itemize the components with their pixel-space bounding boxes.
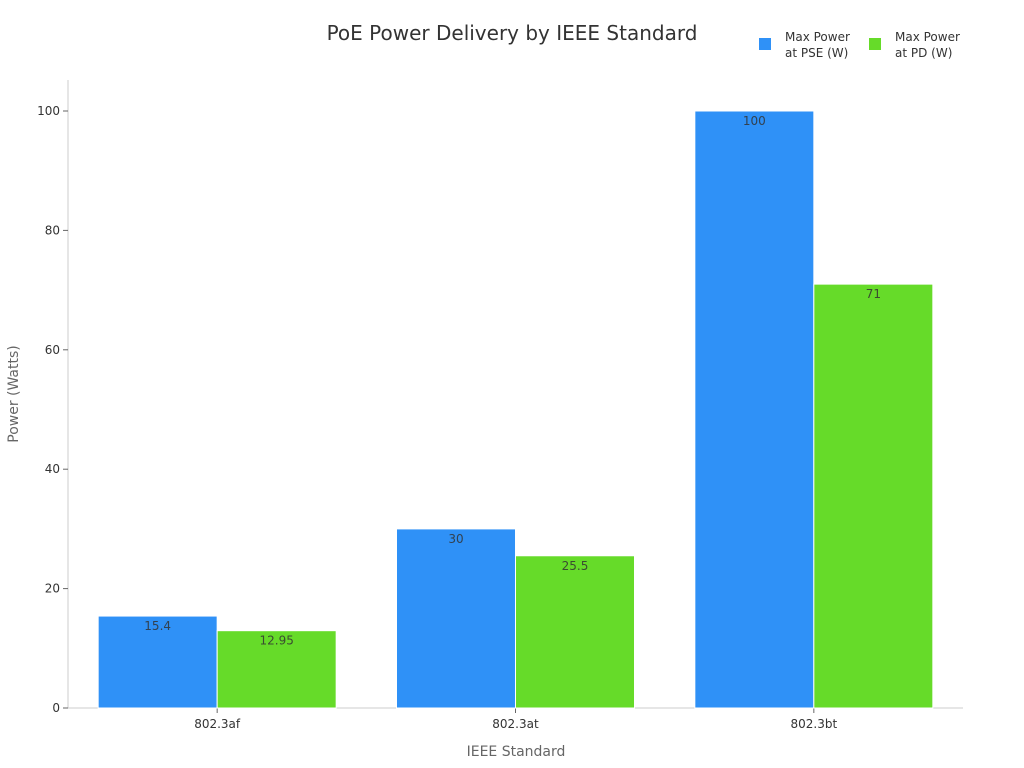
bar-value-label: 25.5 <box>562 559 589 573</box>
bar-value-label: 12.95 <box>259 634 293 648</box>
bar <box>694 110 815 709</box>
bar-value-label: 15.4 <box>144 619 171 633</box>
x-tick-label: 802.3af <box>194 717 241 731</box>
bar-value-label: 71 <box>866 287 881 301</box>
x-tick-label: 802.3at <box>492 717 539 731</box>
bar-value-label: 30 <box>448 532 463 546</box>
legend-swatch <box>869 38 881 50</box>
legend-label: Max Power <box>785 30 850 44</box>
y-tick-label: 0 <box>52 701 60 715</box>
y-tick-label: 60 <box>45 343 60 357</box>
x-tick-label: 802.3bt <box>790 717 837 731</box>
y-tick-label: 40 <box>45 462 60 476</box>
bar <box>216 630 337 709</box>
legend-label: at PSE (W) <box>785 46 848 60</box>
legend-label: at PD (W) <box>895 46 952 60</box>
legend-label: Max Power <box>895 30 960 44</box>
y-tick-label: 80 <box>45 223 60 237</box>
bar <box>97 615 218 709</box>
chart-title: PoE Power Delivery by IEEE Standard <box>327 21 698 45</box>
legend-swatch <box>759 38 771 50</box>
y-tick-label: 20 <box>45 582 60 596</box>
x-axis-label: IEEE Standard <box>467 744 566 760</box>
bar-value-label: 100 <box>743 114 766 128</box>
bar <box>515 555 635 709</box>
y-axis-label: Power (Watts) <box>6 345 22 443</box>
bar <box>813 283 934 709</box>
bar <box>396 528 516 709</box>
y-tick-label: 100 <box>37 104 60 118</box>
